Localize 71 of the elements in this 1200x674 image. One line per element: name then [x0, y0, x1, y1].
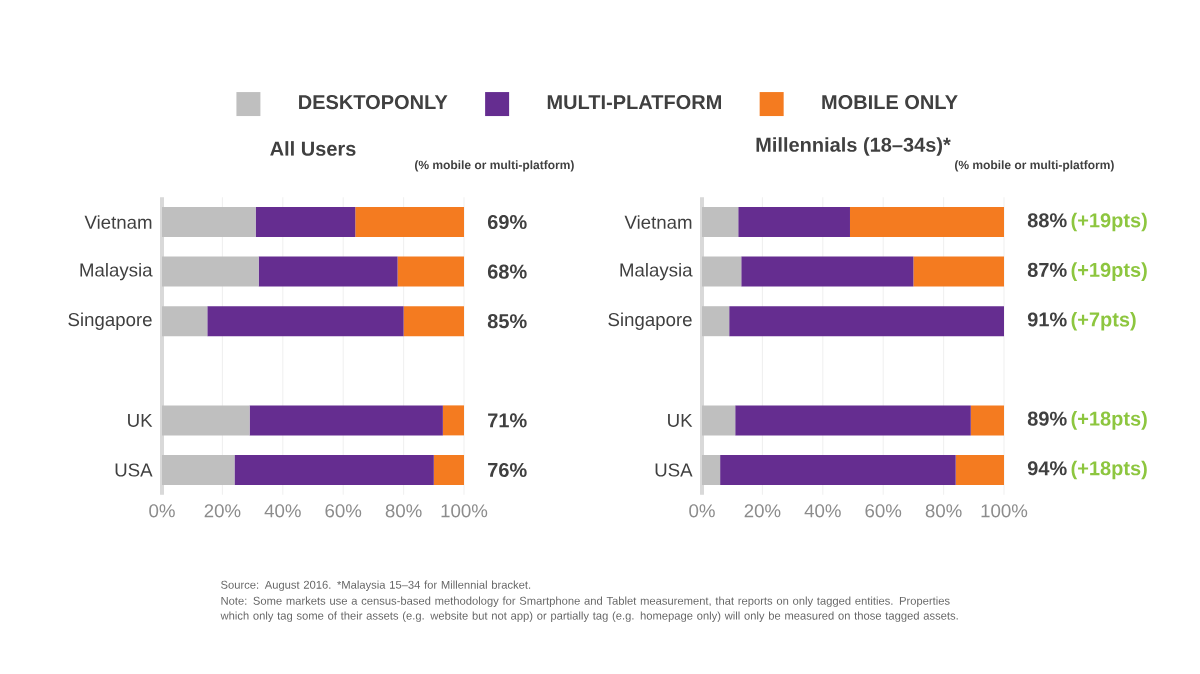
y-tick-label: Singapore [608, 312, 692, 330]
bar [162, 256, 259, 287]
bar [702, 256, 742, 287]
text: (+19pts) [1071, 262, 1147, 281]
text: 94% [1027, 461, 1067, 476]
bar [702, 306, 730, 337]
bar [738, 207, 850, 238]
text: 87% [1027, 262, 1067, 277]
y-tick-label: Vietnam [624, 215, 692, 229]
bar [207, 306, 404, 337]
bar [249, 405, 443, 436]
text: 85% [487, 314, 527, 329]
bar [720, 454, 956, 485]
text: 71% [488, 413, 527, 428]
bar [741, 256, 914, 287]
bar [702, 207, 739, 238]
text: 88% [1027, 213, 1067, 228]
bar [970, 405, 1004, 436]
x-tick-label: 20% [204, 504, 241, 518]
legend-label: MOBILE ONLY [822, 95, 958, 110]
x-tick-label: 100% [981, 504, 1028, 518]
bar [234, 454, 434, 485]
x-tick-label: 0% [149, 504, 175, 518]
bar [162, 454, 235, 485]
bar [397, 256, 465, 287]
bar [955, 454, 1004, 485]
y-tick-label: UK [668, 413, 693, 427]
bar [162, 207, 256, 238]
text: 68% [487, 264, 527, 279]
text: (+7pts) [1071, 311, 1136, 331]
bar [355, 207, 465, 238]
x-tick-label: 80% [925, 504, 962, 518]
chart-title: All Users [270, 141, 356, 156]
y-tick-label: Singapore [68, 312, 152, 330]
x-tick-label: 60% [865, 504, 902, 518]
bar [162, 405, 250, 436]
y-tick-label: UK [128, 413, 153, 427]
text: 91% [1027, 312, 1067, 327]
bar [702, 454, 721, 485]
text: 89% [1027, 411, 1067, 426]
chart-title: Millennials (18–34s)* [756, 137, 951, 156]
x-tick-label: 60% [325, 504, 362, 518]
x-tick-label: 20% [744, 504, 781, 518]
bar [729, 306, 1004, 337]
bar [735, 405, 971, 436]
y-tick-label: Vietnam [84, 215, 152, 229]
bar [255, 207, 356, 238]
legend-label: MULTI-PLATFORM [547, 95, 721, 110]
legend-label: DESKTOPONLY [299, 95, 448, 110]
bar [162, 306, 208, 337]
x-tick-label: 0% [689, 504, 715, 518]
y-tick-label: USA [115, 463, 153, 477]
bar [433, 454, 465, 485]
x-tick-label: 80% [385, 504, 422, 518]
x-tick-label: 100% [441, 504, 488, 518]
y-tick-label: Malaysia [80, 262, 153, 281]
y-tick-label: USA [655, 463, 693, 477]
bar [913, 256, 1004, 287]
bar [702, 405, 736, 436]
bar [849, 207, 1004, 238]
y-tick-label: Malaysia [620, 262, 693, 281]
bar [258, 256, 398, 287]
bar [403, 306, 465, 337]
text: 76% [488, 462, 527, 478]
text: (+18pts) [1071, 460, 1147, 480]
x-tick-label: 40% [264, 504, 301, 518]
text: (+18pts) [1071, 411, 1147, 430]
text: (+19pts) [1071, 212, 1147, 232]
text: 69% [487, 214, 527, 230]
bar [442, 405, 465, 436]
x-tick-label: 40% [804, 504, 841, 518]
